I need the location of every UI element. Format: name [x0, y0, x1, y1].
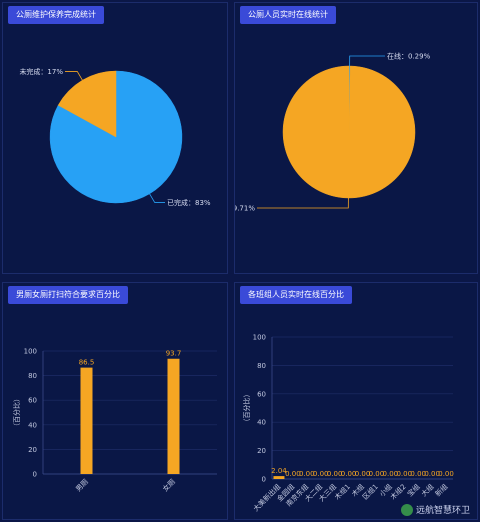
- bar: [273, 476, 285, 479]
- bar-value-label: 93.7: [166, 350, 182, 358]
- x-tick-label: 男厕: [74, 478, 90, 494]
- panel-title: 公厕维护保养完成统计: [8, 6, 104, 24]
- bar: [80, 367, 93, 474]
- staff-online-pie-chart: 在线：0.29% 未在线：99.71%: [235, 52, 431, 213]
- y-axis-label: （百分比）: [242, 391, 251, 426]
- pie-label: 未完成：17%: [19, 67, 63, 76]
- y-axis-label: （百分比）: [12, 395, 21, 430]
- x-tick-label: 新组: [433, 482, 449, 498]
- panel-team-online: 各班组人员实时在线百分比 0 20 40 60 80 100 （百分比） 2.04 大美新出组 0…: [234, 282, 478, 520]
- panel-title: 男厕女厕打扫符合要求百分比: [8, 286, 128, 304]
- maintenance-pie-chart: 已完成：83% 未完成：17%: [19, 67, 211, 207]
- wechat-icon: [400, 503, 413, 516]
- pie-leader-line: [65, 71, 83, 81]
- y-tick-label: 60: [257, 390, 266, 398]
- bar-value-label: 0.00: [299, 470, 315, 478]
- toilet-cleaning-bar-chart: 0 20 40 60 80 100 （百分比） 86.5 男厕 93.7 女厕: [12, 348, 217, 494]
- pie-label: 已完成：83%: [167, 198, 211, 207]
- y-tick-label: 20: [28, 446, 37, 454]
- bar-value-label: 0.00: [341, 470, 357, 478]
- y-tick-label: 100: [253, 334, 266, 342]
- bar-value-label: 0.00: [383, 470, 399, 478]
- panel-toilet-cleaning: 男厕女厕打扫符合要求百分比 0 20 40 60 80 100 （百分比） 86.5 男厕 93.…: [2, 282, 228, 520]
- watermark-text: 远航智慧环卫: [415, 506, 470, 516]
- bar-value-label: 2.04: [271, 467, 287, 475]
- bar-value-label: 0.00: [410, 470, 426, 478]
- bar-value-label: 0.00: [355, 470, 371, 478]
- pie-label: 未在线：99.71%: [235, 203, 255, 212]
- y-tick-label: 40: [28, 421, 37, 429]
- x-tick-label: 女厕: [161, 477, 177, 493]
- pie-slice: [282, 65, 416, 199]
- x-tick-label: 木组1: [333, 482, 352, 501]
- pie-slice: [49, 70, 183, 204]
- y-tick-label: 60: [28, 397, 37, 405]
- bar-value-label: 0.00: [285, 470, 301, 478]
- bar-value-label: 0.00: [396, 470, 412, 478]
- x-tick-label: 区组1: [360, 482, 379, 501]
- panel-title: 各班组人员实时在线百分比: [240, 286, 352, 304]
- panel-maintenance: 公厕维护保养完成统计 已完成：83% 未完成：17%: [2, 2, 228, 274]
- y-tick-label: 80: [257, 362, 266, 370]
- y-tick-label: 0: [33, 471, 37, 479]
- y-tick-label: 0: [262, 476, 266, 484]
- pie-label: 在线：0.29%: [387, 52, 431, 61]
- panel-staff-online: 公厕人员实时在线统计 在线：0.29% 未在线：99.71%: [234, 2, 478, 274]
- y-tick-label: 100: [24, 348, 37, 356]
- x-tick-label: 木组2: [388, 482, 407, 501]
- bar-value-label: 0.00: [369, 470, 385, 478]
- bar: [167, 358, 180, 474]
- bar-value-label: 86.5: [79, 359, 95, 367]
- y-tick-label: 80: [28, 372, 37, 380]
- bar-value-label: 0.00: [438, 470, 454, 478]
- y-tick-label: 20: [257, 447, 266, 455]
- panel-title: 公厕人员实时在线统计: [240, 6, 336, 24]
- watermark: 远航智慧环卫: [400, 503, 470, 516]
- team-online-bar-chart: 020406080100（百分比）2.04大美新出组0.00金园组0.00南京东…: [242, 334, 454, 514]
- pie-slice: [57, 70, 117, 138]
- bar-value-label: 0.00: [327, 470, 343, 478]
- pie-leader-line: [257, 197, 349, 209]
- pie-leader-line: [349, 55, 385, 67]
- x-tick-label: 宝组: [405, 482, 421, 498]
- y-tick-label: 40: [257, 419, 266, 427]
- pie-leader-line: [149, 193, 165, 203]
- bar-value-label: 0.00: [424, 470, 440, 478]
- bar-value-label: 0.00: [313, 470, 329, 478]
- x-tick-label: 大组: [419, 482, 435, 498]
